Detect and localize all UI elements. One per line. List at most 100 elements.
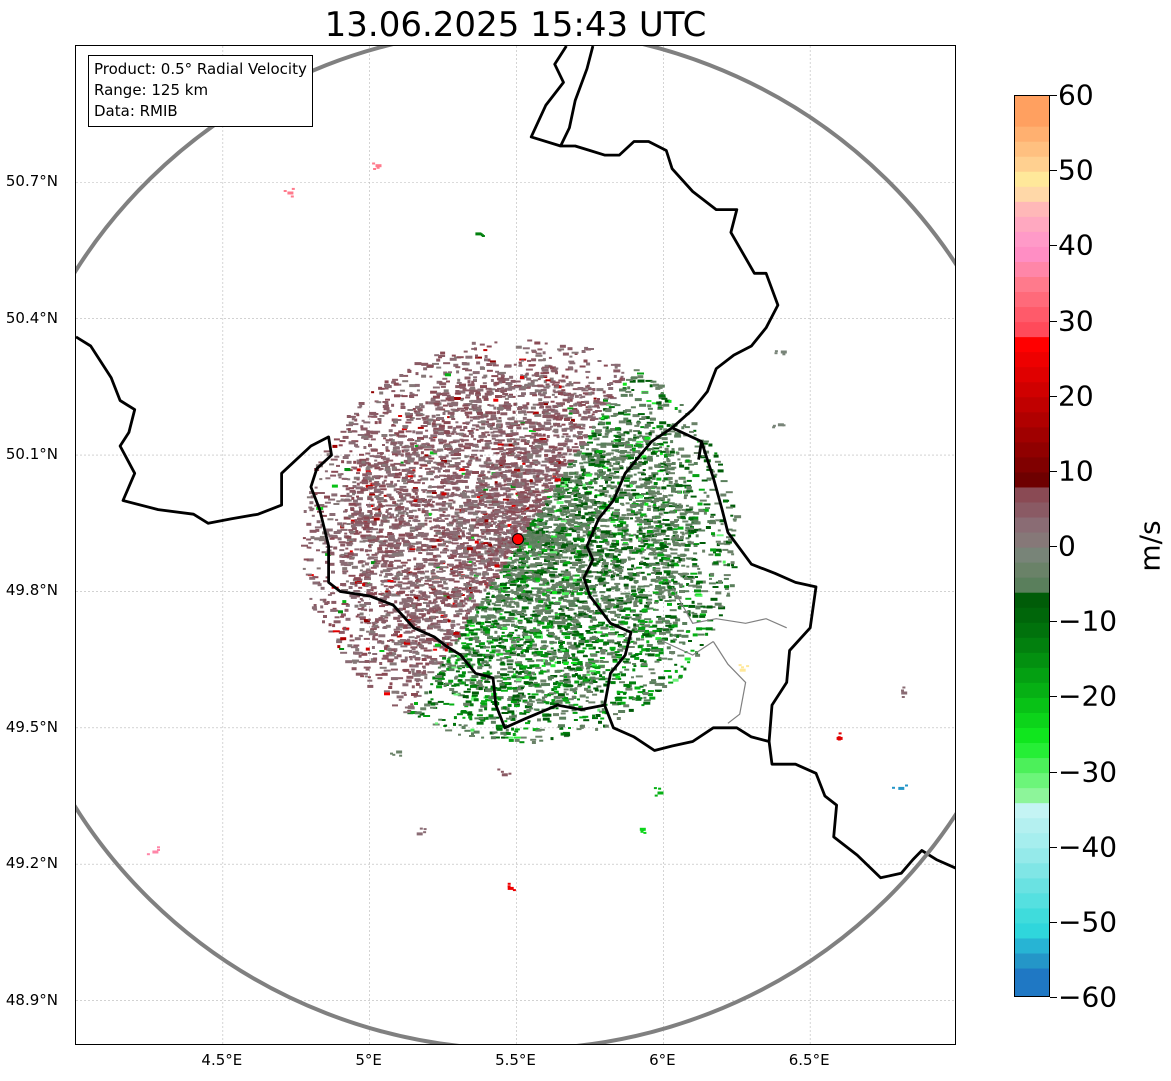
echo-cell-3619 bbox=[467, 688, 471, 691]
echo-cell-1443 bbox=[614, 365, 618, 369]
echo-cell-3802 bbox=[490, 417, 498, 421]
echo-cell-4243 bbox=[453, 363, 459, 367]
echo-cell-3462 bbox=[487, 672, 493, 675]
echo-cell-622 bbox=[595, 651, 600, 654]
echo-cell-442 bbox=[669, 450, 675, 454]
echo-cell-4627 bbox=[557, 589, 561, 592]
echo-cell-785 bbox=[492, 498, 498, 502]
echo-cell-695 bbox=[346, 424, 353, 427]
echo-cell-2717 bbox=[450, 554, 457, 558]
echo-cell-192 bbox=[573, 668, 577, 672]
echo-cell-2283 bbox=[715, 591, 722, 595]
echo-cell-4081 bbox=[466, 595, 473, 598]
echo-cell-2692 bbox=[371, 415, 378, 418]
echo-cell-2984 bbox=[591, 641, 599, 644]
radar-map[interactable] bbox=[75, 45, 956, 1045]
echo-cell-2540 bbox=[504, 387, 510, 390]
echo-cell-1425 bbox=[398, 677, 404, 680]
echo-cell-1708 bbox=[505, 728, 509, 732]
echo-cell-1567 bbox=[547, 720, 552, 723]
echo-cell-3380 bbox=[415, 454, 420, 458]
echo-cell-4978 bbox=[622, 382, 627, 386]
echo-cell-2855 bbox=[521, 512, 526, 515]
echo-cell-4154 bbox=[461, 362, 467, 365]
echo-cell-4342 bbox=[498, 434, 503, 437]
echo-cell-3117 bbox=[448, 668, 455, 672]
echo-cell-2327 bbox=[635, 485, 643, 489]
echo-cell-3826 bbox=[533, 606, 540, 610]
echo-cell-4773 bbox=[533, 632, 541, 636]
echo-cell-4235 bbox=[558, 550, 564, 552]
echo-cell-1373 bbox=[545, 438, 549, 442]
echo-cell-3618 bbox=[515, 454, 521, 457]
echo-cell-1563 bbox=[687, 511, 695, 514]
echo-cell-2818 bbox=[454, 676, 458, 680]
echo-cell-680 bbox=[427, 671, 435, 674]
echo-cell-2118 bbox=[492, 488, 499, 492]
echo-cell-4972 bbox=[366, 530, 371, 533]
echo-cell-4975 bbox=[644, 416, 650, 420]
echo-cell-1432 bbox=[544, 610, 552, 614]
echo-cell-2329 bbox=[528, 550, 536, 554]
echo-cell-1594 bbox=[369, 455, 375, 458]
echo-cell-1221 bbox=[452, 429, 456, 432]
echo-cell-2277 bbox=[621, 645, 629, 648]
echo-cell-4295 bbox=[417, 616, 424, 619]
echo-cell-4941 bbox=[555, 560, 560, 564]
echo-cell-1460 bbox=[688, 463, 695, 466]
echo-cell-1464 bbox=[489, 716, 497, 720]
echo-cell-843 bbox=[465, 355, 473, 359]
echo-cell-2493 bbox=[620, 561, 625, 565]
echo-cell-1614 bbox=[492, 736, 500, 739]
echo-cell-3460 bbox=[441, 478, 446, 481]
echo-cell-3929 bbox=[399, 601, 404, 605]
echo-cell-1334 bbox=[691, 600, 695, 604]
echo-cell-3382 bbox=[560, 645, 564, 648]
echo-cell-812 bbox=[455, 638, 460, 642]
echo-cell-4389 bbox=[425, 620, 430, 623]
echo-cell-4223 bbox=[449, 530, 457, 534]
echo-cell-2436 bbox=[370, 561, 377, 565]
echo-cell-1986 bbox=[445, 586, 449, 590]
echo-cell-571 bbox=[374, 552, 379, 555]
echo-cell-2489 bbox=[362, 481, 368, 485]
echo-cell-929 bbox=[374, 539, 379, 542]
echo-cell-3500 bbox=[561, 669, 565, 672]
echo-cell-2515 bbox=[361, 572, 368, 575]
echo-cell-4731 bbox=[613, 511, 620, 515]
echo-cell-2293 bbox=[521, 606, 529, 610]
echo-cell-1356 bbox=[466, 658, 473, 662]
echo-cell-2671 bbox=[487, 404, 491, 406]
echo-cell-2881 bbox=[362, 521, 370, 525]
echo-cell-2501 bbox=[527, 599, 534, 602]
echo-cell-1067 bbox=[594, 417, 599, 420]
echo-cell-3795 bbox=[688, 604, 696, 608]
echo-cell-2945 bbox=[627, 386, 631, 390]
echo-cell-106 bbox=[487, 358, 491, 362]
echo-cell-2419 bbox=[552, 418, 557, 421]
echo-cell-3288 bbox=[568, 528, 574, 531]
echo-cell-310 bbox=[490, 623, 495, 627]
echo-cell-2859 bbox=[532, 549, 536, 552]
echo-cell-3730 bbox=[484, 609, 488, 613]
echo-cell-4153 bbox=[530, 738, 537, 741]
echo-cell-2366 bbox=[412, 655, 416, 659]
echo-cell-4111 bbox=[441, 601, 446, 605]
echo-cell-4560 bbox=[486, 550, 494, 553]
echo-cell-4549 bbox=[597, 398, 600, 400]
echo-cell-1277 bbox=[314, 492, 318, 496]
echo-cell-3671 bbox=[643, 699, 651, 702]
echo-cell-1840 bbox=[615, 497, 619, 501]
echo-cell-2963 bbox=[459, 566, 467, 569]
echo-cell-2866 bbox=[461, 681, 465, 685]
echo-cell-601 bbox=[571, 423, 578, 427]
echo-cell-3628 bbox=[624, 477, 630, 480]
echo-cell-3547 bbox=[531, 651, 537, 655]
echo-cell-737 bbox=[642, 537, 648, 541]
radar-map-canvas bbox=[76, 46, 955, 1044]
echo-cell-794 bbox=[443, 633, 451, 636]
echo-cell-4521 bbox=[666, 646, 671, 650]
echo-cell-1944 bbox=[621, 647, 626, 650]
echo-cell-96 bbox=[325, 528, 333, 532]
echo-cell-4402 bbox=[386, 647, 392, 651]
